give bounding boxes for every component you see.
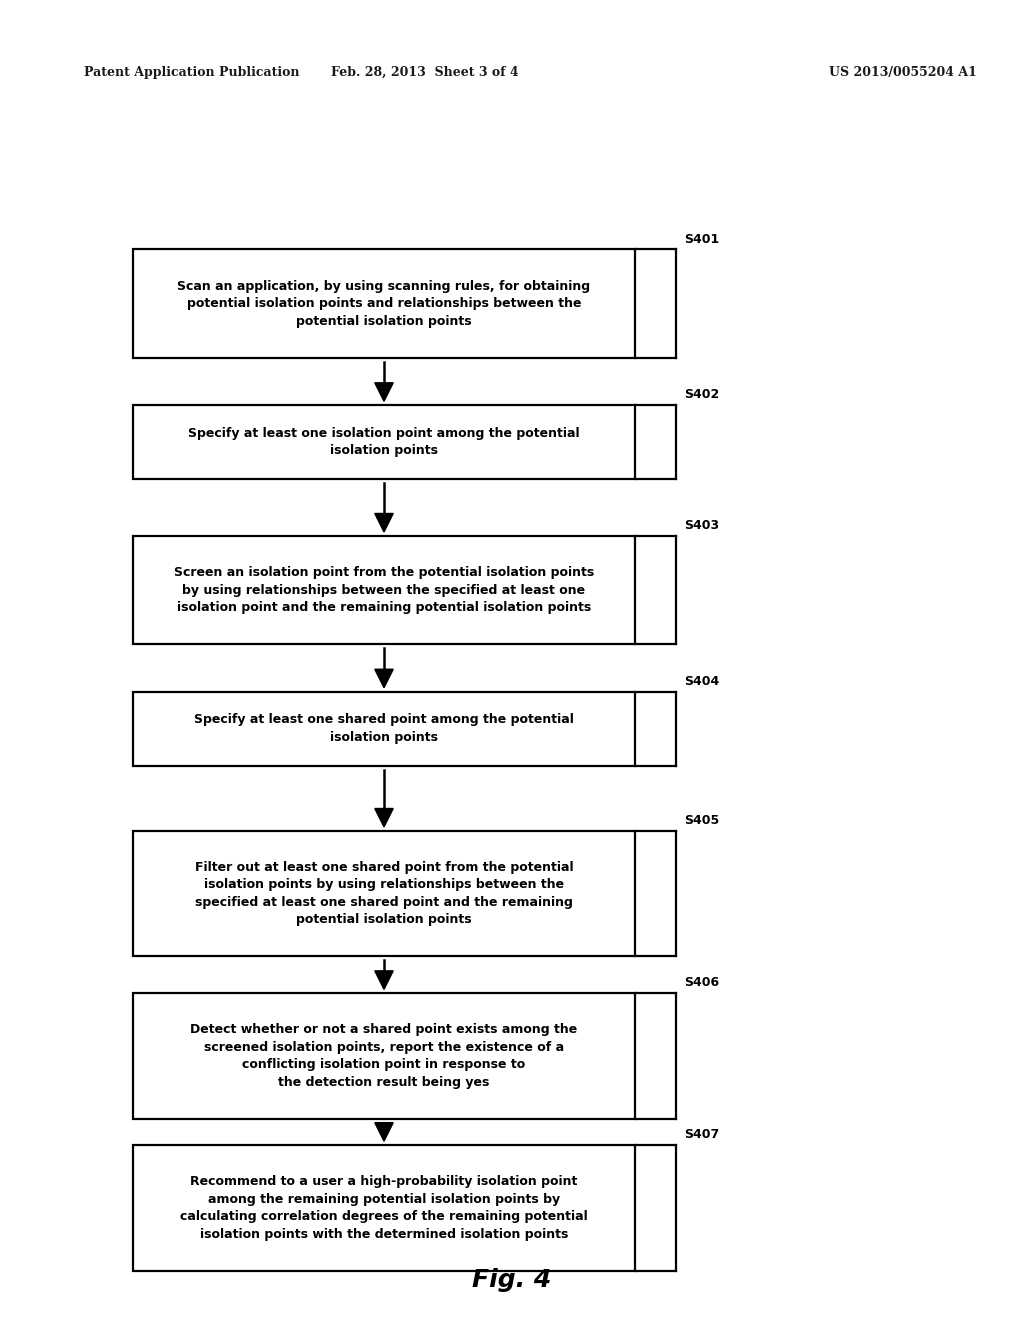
Text: Specify at least one shared point among the potential
isolation points: Specify at least one shared point among … [195,713,573,744]
Text: Detect whether or not a shared point exists among the
screened isolation points,: Detect whether or not a shared point exi… [190,1023,578,1089]
Text: S405: S405 [684,814,719,826]
Text: Feb. 28, 2013  Sheet 3 of 4: Feb. 28, 2013 Sheet 3 of 4 [331,66,519,79]
Text: Patent Application Publication: Patent Application Publication [84,66,299,79]
Text: US 2013/0055204 A1: US 2013/0055204 A1 [829,66,977,79]
Text: S407: S407 [684,1129,719,1140]
Text: S406: S406 [684,977,719,990]
Text: Specify at least one isolation point among the potential
isolation points: Specify at least one isolation point amo… [188,426,580,458]
Text: S401: S401 [684,232,719,246]
Text: Screen an isolation point from the potential isolation points
by using relations: Screen an isolation point from the poten… [174,566,594,614]
Text: S404: S404 [684,675,719,688]
Text: S403: S403 [684,519,719,532]
Text: Scan an application, by using scanning rules, for obtaining
potential isolation : Scan an application, by using scanning r… [177,280,591,327]
Text: Fig. 4: Fig. 4 [472,1269,552,1292]
Text: Filter out at least one shared point from the potential
isolation points by usin: Filter out at least one shared point fro… [195,861,573,927]
Text: Recommend to a user a high-probability isolation point
among the remaining poten: Recommend to a user a high-probability i… [180,1175,588,1241]
Text: S402: S402 [684,388,719,401]
